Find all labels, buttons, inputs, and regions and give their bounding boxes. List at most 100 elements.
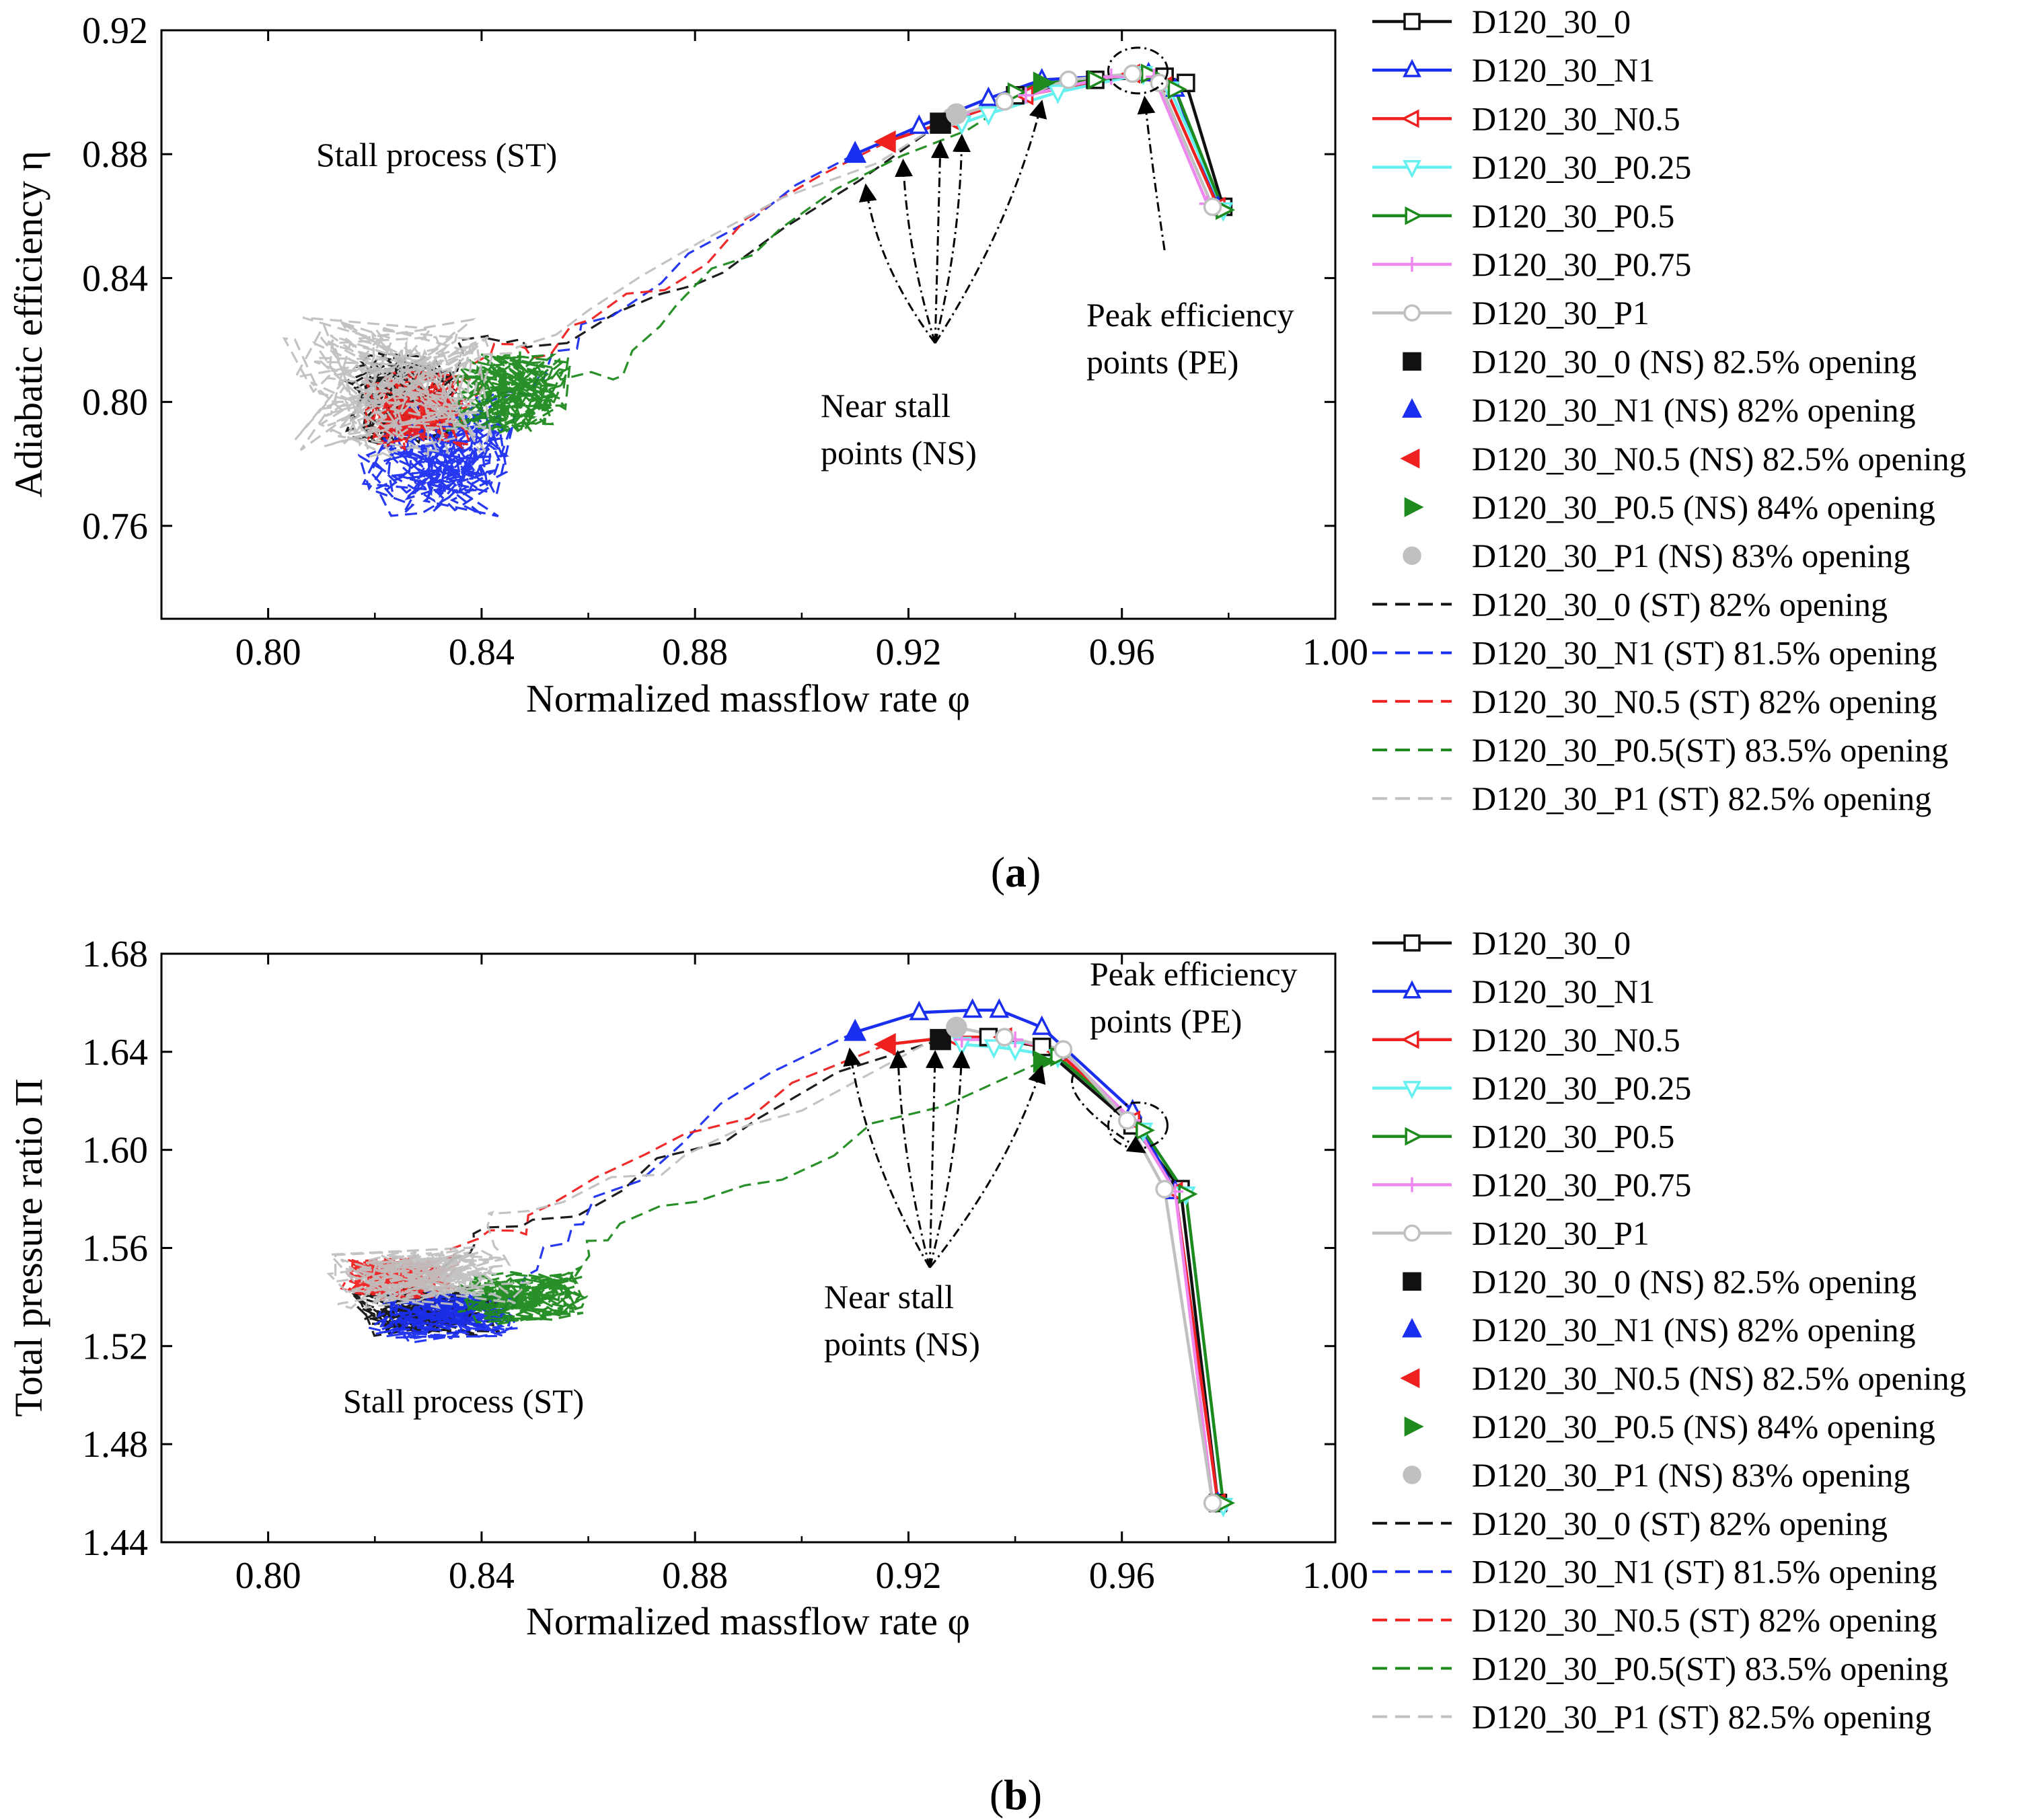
- panel-a-point-D120_30_P0.5-0: [1007, 82, 1027, 102]
- panel-b-ytick-label-0: 1.44: [82, 1522, 148, 1564]
- panel-a-ytick-label-1: 0.80: [82, 382, 148, 424]
- panel-b-ytick-label-5: 1.64: [82, 1032, 148, 1073]
- panel-a-point-D120_30_N1-1: [909, 114, 930, 135]
- panel-a-legend-label-5: D120_30_P0.75: [1472, 245, 1691, 283]
- panel-a-legend-marker-4: [1405, 206, 1423, 225]
- panel-b-yticks: 1.44 1.48 1.52 1.56 1.60 1.64 1.68: [82, 934, 1335, 1564]
- panel-b-ytick-label-6: 1.68: [82, 934, 148, 975]
- panel-a-legend-label-12: D120_30_0 (ST) 82% opening: [1472, 585, 1888, 623]
- panel-b-xtick-label-4: 0.96: [1089, 1555, 1155, 1597]
- panel-a-xtick-label-1: 0.84: [449, 632, 515, 673]
- panel-b-frame: [160, 952, 1337, 1544]
- panel-a-legend-marker-8: [1402, 397, 1422, 418]
- panel-a-ns-D120_30_P1: [946, 103, 967, 125]
- panel-a-point-D120_30_P0.25-1: [978, 106, 999, 126]
- panel-b-ns-D120_30_0: [930, 1028, 951, 1051]
- panel-a-legend-marker-2: [1401, 109, 1419, 128]
- panel-a-annotation-near-stall-1: Near stall: [821, 387, 951, 424]
- panel-b-ns-arrow-4: [929, 1065, 1046, 1268]
- panel-a-legend-marker-3: [1403, 160, 1421, 179]
- panel-b-xtick-label-0: 0.80: [235, 1555, 301, 1597]
- panel-b-pe-arrow: [1071, 1073, 1146, 1153]
- panel-b-ns-D120_30_P1: [946, 1016, 967, 1038]
- panel-a-legend-label-11: D120_30_P1 (NS) 83% opening: [1472, 537, 1910, 574]
- panel-b-legend-marker-6: [1403, 1224, 1421, 1242]
- panel-a-legend-marker-11: [1403, 546, 1421, 565]
- panel-b-point-D120_30_P0.5-3: [1178, 1184, 1198, 1205]
- panel-b-legend-marker-8: [1402, 1318, 1422, 1338]
- panel-b-xticks: 0.80 0.84 0.88 0.92 0.96 1.00: [160, 954, 1368, 1597]
- panel-a-xticks: 0.80 0.84 0.88 0.92 0.96 1.00: [160, 30, 1368, 673]
- panel-a-legend-marker-7: [1403, 352, 1421, 371]
- panel-b-legend-label-12: D120_30_0 (ST) 82% opening: [1472, 1505, 1888, 1542]
- panel-a-point-D120_30_P1-3: [1123, 64, 1142, 83]
- panel-b-point-D120_30_N1-1: [909, 1000, 930, 1020]
- panel-b-ytick-label-3: 1.56: [82, 1228, 148, 1270]
- panel-a-legend-label-6: D120_30_P1: [1472, 294, 1649, 332]
- panel-a-stall-D120_30_N1: [357, 153, 856, 517]
- panel-a-xtick-label-0: 0.80: [235, 632, 301, 673]
- panel-b-legend-marker-1: [1403, 980, 1421, 999]
- panel-b-legend-marker-7: [1403, 1272, 1421, 1291]
- panel-a-point-D120_30_P1-1: [995, 92, 1014, 111]
- panel-b-ns-D120_30_N1: [844, 1018, 867, 1041]
- panel-b-legend-label-15: D120_30_P0.5(ST) 83.5% opening: [1472, 1650, 1948, 1688]
- panel-b-legend-label-9: D120_30_N0.5 (NS) 82.5% opening: [1472, 1359, 1966, 1397]
- panel-b-legend-label-16: D120_30_P1 (ST) 82.5% opening: [1472, 1698, 1931, 1735]
- panel-a-legend-label-10: D120_30_P0.5 (NS) 84% opening: [1472, 488, 1935, 526]
- panel-a-caption-letter: a: [1005, 848, 1027, 896]
- panel-b-line-D120_30_P1: [956, 1026, 1214, 1504]
- panel-b-legend-label-8: D120_30_N1 (NS) 82% opening: [1472, 1311, 1916, 1349]
- panel-a-legend: D120_30_0 D120_30_N1 D120_30_N0.5 D120_30_P…: [1372, 3, 1966, 817]
- panel-a-xtick-label-2: 0.88: [662, 632, 728, 673]
- panel-a-yticks: 0.76 0.80 0.84 0.88 0.92: [82, 10, 1335, 547]
- panel-a-legend-label-9: D120_30_N0.5 (NS) 82.5% opening: [1472, 440, 1966, 478]
- panel-b-legend-label-1: D120_30_N1: [1472, 973, 1655, 1010]
- panel-b-legend-marker-5: [1405, 1177, 1419, 1192]
- panel-a-ns-arrow-1: [895, 158, 936, 344]
- panel-a-ns-arrow-3: [934, 133, 971, 344]
- panel-b-legend-marker-11: [1403, 1466, 1421, 1484]
- panel-a-annotation-peak-2: points (PE): [1086, 343, 1238, 381]
- panel-b-annotation-stall: Stall process (ST): [343, 1382, 584, 1420]
- panel-a-ns-D120_30_P0.5: [1033, 71, 1055, 95]
- panel-a-legend-label-4: D120_30_P0.5: [1472, 197, 1674, 235]
- panel-b-stall-D120_30_P1: [326, 1026, 957, 1310]
- panel-a-ns-arrow-4: [934, 100, 1047, 344]
- panel-a-point-D120_30_P1-5: [1203, 197, 1222, 217]
- panel-b-legend-label-0: D120_30_0: [1472, 924, 1631, 962]
- panel-b-stall-D120_30_N0.5: [340, 1043, 888, 1301]
- panel-a: 0.80 0.84 0.88 0.92 0.96 1.00 0.760.800.840.8…: [7, 3, 1966, 896]
- panel-a-legend-label-0: D120_30_0: [1472, 3, 1631, 40]
- panel-b-point-D120_30_N1-4: [1031, 1015, 1052, 1035]
- panel-b-stall-D120_30_N1: [365, 1031, 856, 1344]
- panel-a-plot: [282, 61, 1236, 517]
- panel-a-ns-D120_30_N1: [844, 141, 867, 163]
- panel-a-ns-arrow-0: [858, 183, 936, 344]
- panel-b-legend-label-13: D120_30_N1 (ST) 81.5% opening: [1472, 1553, 1937, 1591]
- panel-b-point-D120_30_P1-3: [1117, 1111, 1137, 1130]
- panel-a-ytick-label-2: 0.84: [82, 258, 148, 299]
- panel-a-legend-label-2: D120_30_N0.5: [1472, 100, 1680, 137]
- panel-a-legend-label-14: D120_30_N0.5 (ST) 82% opening: [1472, 683, 1937, 720]
- panel-a-ylabel: Adiabatic efficiency η: [7, 151, 50, 498]
- panel-a-legend-marker-9: [1400, 448, 1420, 469]
- panel-a-legend-label-3: D120_30_P0.25: [1472, 149, 1691, 186]
- panel-a-pe-arrow: [1137, 96, 1166, 251]
- panel-a-legend-label-7: D120_30_0 (NS) 82.5% opening: [1472, 342, 1917, 380]
- panel-a-legend-label-1: D120_30_N1: [1472, 51, 1655, 89]
- panel-a-stall-D120_30_P1: [282, 112, 957, 461]
- panel-a-point-D120_30_N1-2: [978, 86, 999, 106]
- panel-b-ytick-label-1: 1.48: [82, 1424, 148, 1466]
- panel-b-legend: D120_30_0 D120_30_N1 D120_30_N0.5 D120_30_P…: [1372, 924, 1966, 1735]
- panel-b-annotation-peak-1: Peak efficiency: [1090, 955, 1298, 993]
- panel-a-legend-label-16: D120_30_P1 (ST) 82.5% opening: [1472, 780, 1931, 817]
- panel-a-point-D120_30_P0.75-1: [1017, 87, 1034, 104]
- panel-b-legend-label-4: D120_30_P0.5: [1472, 1118, 1674, 1155]
- panel-a-caption: (a): [991, 848, 1041, 896]
- panel-b-point-D120_30_P1-4: [1155, 1180, 1174, 1199]
- panel-a-point-D120_30_P0.25-2: [1047, 84, 1068, 104]
- panel-b-point-D120_30_P0.25-1: [983, 1039, 1004, 1059]
- panel-b-legend-label-11: D120_30_P1 (NS) 83% opening: [1472, 1456, 1910, 1494]
